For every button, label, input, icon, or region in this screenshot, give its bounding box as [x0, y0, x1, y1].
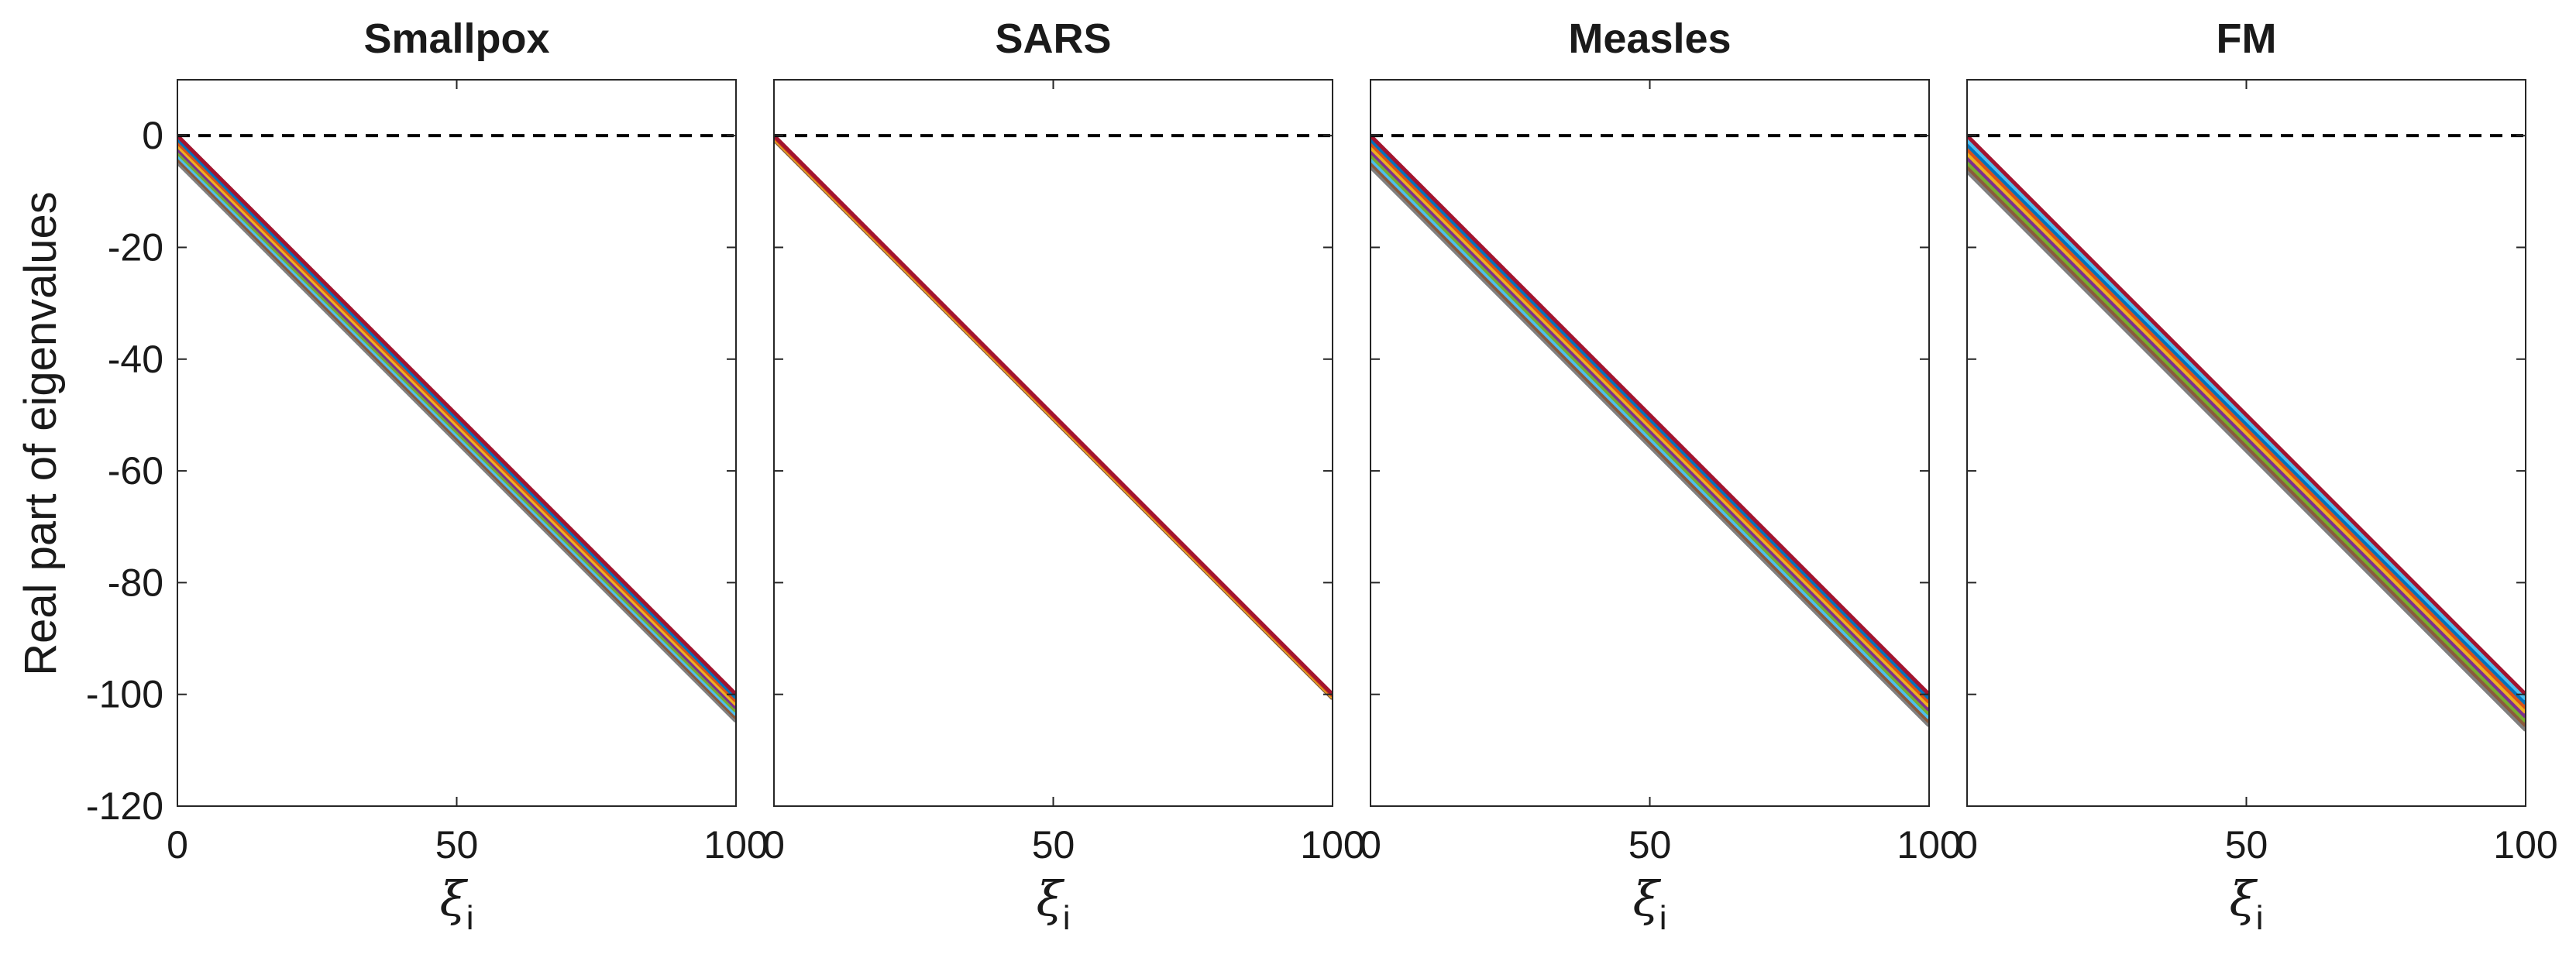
y-tick-label: -80 [108, 561, 163, 604]
series-line-eig2 [1967, 139, 2526, 701]
x-tick-label: 50 [1032, 823, 1075, 867]
x-tick-label: 0 [1360, 823, 1381, 867]
x-axis-label: ξi [1633, 870, 1667, 937]
series-group [177, 134, 736, 723]
x-axis-label: ξi [2230, 870, 2264, 937]
series-line-eig3 [1967, 142, 2526, 705]
y-axis-label: Real part of eigenvalues [15, 191, 66, 676]
series-group [1967, 134, 2526, 732]
series-line-eig4 [1371, 146, 1929, 708]
y-tick-label: -40 [108, 338, 163, 381]
series-line-eig9 [177, 161, 736, 723]
series-line-eig5 [1967, 152, 2526, 714]
panel-sars: 0 50 100 SARS ξi [763, 15, 1365, 937]
x-axis-subscript: i [2256, 899, 2264, 937]
panel-title: Smallpox [363, 15, 549, 62]
series-line-eig2 [177, 137, 736, 699]
panel-title: SARS [995, 15, 1111, 62]
x-tick-label: 100 [1300, 823, 1364, 867]
series-line-eig8 [177, 157, 736, 719]
y-tick-label: -60 [108, 449, 163, 493]
x-tick-label: 100 [703, 823, 768, 867]
panel-fm: 0 50 100 FM ξi [1956, 15, 2558, 937]
series-line-eig5 [1371, 149, 1929, 712]
series-line-eig7 [1371, 157, 1929, 719]
x-axis-symbol: ξ [1037, 870, 1065, 927]
panel-title: FM [2217, 15, 2277, 62]
series-line-eig1 [1371, 134, 1929, 696]
x-tick-label: 0 [763, 823, 785, 867]
series-line-eig3 [1371, 142, 1929, 704]
panel-title: Measles [1568, 15, 1731, 62]
series-group [774, 134, 1333, 700]
series-group [1371, 134, 1929, 727]
series-line-eig9 [1371, 165, 1929, 727]
series-line-eig1 [774, 134, 1333, 696]
series-line-eig1 [1967, 134, 2526, 696]
y-tick-label: -100 [86, 673, 163, 716]
series-line-eig3 [177, 141, 736, 703]
series-line-eig8 [1967, 165, 2526, 727]
series-line-eig1 [177, 134, 736, 696]
x-tick-label: 50 [435, 823, 479, 867]
series-line-eig2 [1371, 138, 1929, 700]
series-line-eig5 [177, 147, 736, 709]
series-line-eig9 [1967, 170, 2526, 732]
y-tick-label: -20 [108, 225, 163, 269]
x-tick-label: 100 [1897, 823, 1961, 867]
series-line-eig6 [1967, 156, 2526, 719]
y-tick-label: 0 [142, 114, 163, 157]
series-line-eig7 [177, 154, 736, 716]
x-axis-subscript: i [466, 899, 474, 937]
x-axis-subscript: i [1659, 899, 1667, 937]
x-tick-label: 0 [167, 823, 188, 867]
series-line-eig7 [1967, 161, 2526, 723]
x-axis-symbol: ξ [440, 870, 469, 927]
x-axis-label: ξi [440, 870, 474, 937]
x-axis-symbol: ξ [2230, 870, 2258, 927]
x-tick-label: 0 [1956, 823, 1978, 867]
series-line-eig6 [177, 151, 736, 713]
axes-box [773, 79, 1333, 807]
x-axis-symbol: ξ [1633, 870, 1662, 927]
x-tick-label: 50 [2225, 823, 2268, 867]
series-line-eig6 [1371, 153, 1929, 716]
panel-measles: 0 50 100 Measles ξi [1360, 15, 1962, 937]
x-tick-label: 50 [1628, 823, 1672, 867]
series-line-eig4 [177, 144, 736, 706]
series-line-eig4 [1967, 147, 2526, 709]
y-tick-label: -120 [86, 784, 163, 828]
x-axis-label: ξi [1037, 870, 1071, 937]
x-tick-label: 100 [2493, 823, 2557, 867]
x-axis-subscript: i [1063, 899, 1071, 937]
series-line-eig8 [1371, 161, 1929, 723]
